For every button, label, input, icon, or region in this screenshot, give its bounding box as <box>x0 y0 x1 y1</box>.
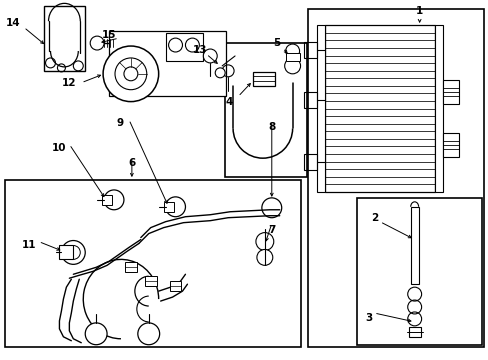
Bar <box>410 207 418 284</box>
Bar <box>303 154 317 170</box>
Bar <box>434 25 443 192</box>
Circle shape <box>185 38 199 52</box>
Bar <box>307 9 483 347</box>
Circle shape <box>138 323 160 345</box>
Bar <box>325 25 434 192</box>
Bar <box>356 198 481 345</box>
Text: 9: 9 <box>116 118 123 129</box>
Text: 14: 14 <box>5 18 20 28</box>
Text: 13: 13 <box>193 45 207 55</box>
Bar <box>252 72 274 86</box>
Bar <box>43 6 85 71</box>
Text: 4: 4 <box>225 96 232 107</box>
Circle shape <box>215 68 224 78</box>
Bar <box>224 43 306 177</box>
Bar <box>144 276 156 286</box>
Text: 8: 8 <box>267 122 275 132</box>
Text: 5: 5 <box>273 38 280 48</box>
Bar <box>443 80 458 104</box>
Text: 6: 6 <box>128 158 135 168</box>
Circle shape <box>262 198 281 218</box>
Bar <box>165 33 203 61</box>
Text: 11: 11 <box>21 240 36 251</box>
Circle shape <box>165 197 185 217</box>
Circle shape <box>104 190 123 210</box>
Bar <box>443 133 458 157</box>
Text: 1: 1 <box>415 6 423 16</box>
Circle shape <box>256 249 272 265</box>
Circle shape <box>90 36 104 50</box>
Bar <box>317 25 325 192</box>
Circle shape <box>103 46 158 102</box>
Bar <box>303 92 317 108</box>
Bar <box>163 202 173 212</box>
Text: 3: 3 <box>365 313 372 323</box>
Circle shape <box>203 49 217 63</box>
Text: 7: 7 <box>267 225 275 235</box>
Bar <box>124 262 137 272</box>
Circle shape <box>168 38 182 52</box>
Circle shape <box>61 240 85 264</box>
Bar <box>109 31 225 96</box>
Bar <box>408 327 420 337</box>
Bar <box>102 195 112 205</box>
Circle shape <box>255 233 273 251</box>
Text: 10: 10 <box>52 143 66 153</box>
Bar <box>5 180 300 347</box>
Text: 15: 15 <box>102 30 116 40</box>
Bar <box>169 281 181 291</box>
Bar <box>60 246 73 260</box>
Text: 2: 2 <box>370 213 378 223</box>
Bar <box>303 42 317 58</box>
Circle shape <box>85 323 107 345</box>
Text: 12: 12 <box>62 78 77 88</box>
Bar <box>285 53 299 61</box>
Circle shape <box>66 246 80 260</box>
